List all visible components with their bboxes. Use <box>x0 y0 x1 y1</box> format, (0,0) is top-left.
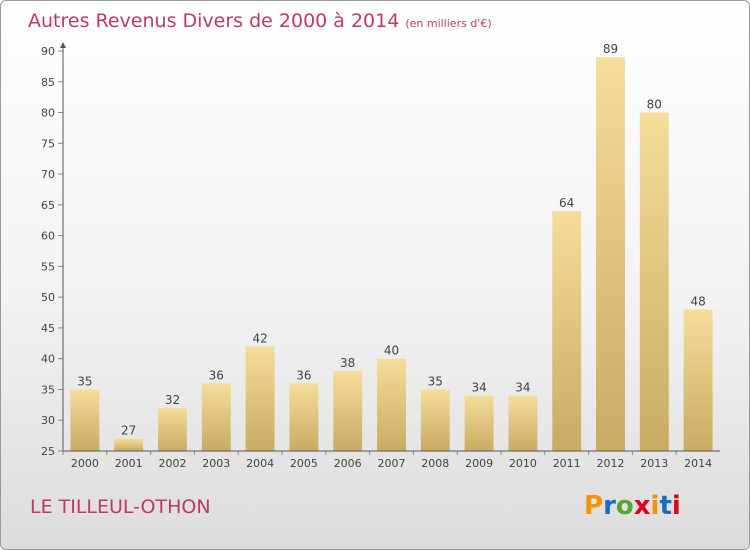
value-label-2000: 35 <box>77 374 92 388</box>
logo-letter: P <box>584 491 604 521</box>
x-tick-label: 2003 <box>202 457 230 470</box>
value-label-2011: 64 <box>559 196 574 210</box>
y-tick-label: 55 <box>41 260 55 273</box>
value-label-2014: 48 <box>690 294 705 308</box>
bar-2008 <box>420 389 450 451</box>
y-axis-arrow <box>60 42 66 48</box>
bar-2004 <box>245 346 275 451</box>
logo-letter: i <box>671 491 681 521</box>
bar-2007 <box>377 358 406 451</box>
x-tick-label: 2004 <box>246 457 274 470</box>
value-label-2005: 36 <box>296 368 311 382</box>
proxiti-logo: Proxiti <box>584 491 681 521</box>
x-tick-label: 2010 <box>509 457 537 470</box>
bar-2011 <box>552 211 582 451</box>
title-text: Autres Revenus Divers de 2000 à 2014 <box>28 10 400 32</box>
y-tick-label: 90 <box>41 45 55 58</box>
logo-letter: o <box>615 491 634 521</box>
y-tick-label: 70 <box>41 168 55 181</box>
logo-letter: x <box>633 491 651 521</box>
y-tick-label: 85 <box>41 76 55 89</box>
x-tick-label: 2008 <box>421 457 449 470</box>
title-unit: (en milliers d'€) <box>405 17 492 30</box>
x-tick-label: 2001 <box>115 457 143 470</box>
bar-2009 <box>464 395 494 451</box>
y-tick-label: 45 <box>41 322 55 335</box>
logo-letter: i <box>650 491 660 521</box>
y-tick-label: 25 <box>41 445 55 458</box>
y-tick-label: 75 <box>41 137 55 150</box>
x-tick-label: 2005 <box>290 457 318 470</box>
x-tick-label: 2002 <box>159 457 187 470</box>
bar-2014 <box>683 309 713 451</box>
y-tick-label: 65 <box>41 199 55 212</box>
y-tick-label: 35 <box>41 383 55 396</box>
x-tick-label: 2000 <box>71 457 99 470</box>
bar-2012 <box>596 57 625 452</box>
value-label-2008: 35 <box>428 374 443 388</box>
bar-2013 <box>639 112 669 452</box>
y-tick-label: 50 <box>41 291 55 304</box>
bar-2003 <box>201 383 231 451</box>
x-tick-label: 2012 <box>597 457 625 470</box>
x-tick-label: 2007 <box>378 457 406 470</box>
place-name: LE TILLEUL-OTHON <box>30 496 211 518</box>
logo-letter: r <box>603 491 616 521</box>
value-label-2009: 34 <box>471 381 486 395</box>
value-label-2004: 42 <box>252 331 267 345</box>
value-label-2007: 40 <box>384 344 399 358</box>
bar-2006 <box>333 371 363 451</box>
x-tick-label: 2009 <box>465 457 493 470</box>
x-tick-label: 2006 <box>334 457 362 470</box>
bar-2002 <box>158 407 187 451</box>
value-label-2006: 38 <box>340 356 355 370</box>
value-label-2002: 32 <box>165 393 180 407</box>
value-label-2003: 36 <box>209 368 224 382</box>
y-tick-label: 60 <box>41 230 55 243</box>
value-label-2013: 80 <box>647 98 662 112</box>
bar-2001 <box>114 438 144 451</box>
bar-2005 <box>289 383 319 451</box>
x-tick-label: 2011 <box>553 457 581 470</box>
y-tick-label: 80 <box>41 107 55 120</box>
y-tick-label: 30 <box>41 414 55 427</box>
chart-title: Autres Revenus Divers de 2000 à 2014 (en … <box>28 10 492 32</box>
value-label-2012: 89 <box>603 42 618 56</box>
bar-2000 <box>70 389 100 451</box>
value-label-2001: 27 <box>121 424 136 438</box>
logo-letter: t <box>659 491 672 521</box>
bar-2010 <box>508 395 538 451</box>
x-tick-label: 2013 <box>640 457 668 470</box>
value-label-2010: 34 <box>515 381 530 395</box>
y-tick-label: 40 <box>41 353 55 366</box>
x-tick-label: 2014 <box>684 457 712 470</box>
